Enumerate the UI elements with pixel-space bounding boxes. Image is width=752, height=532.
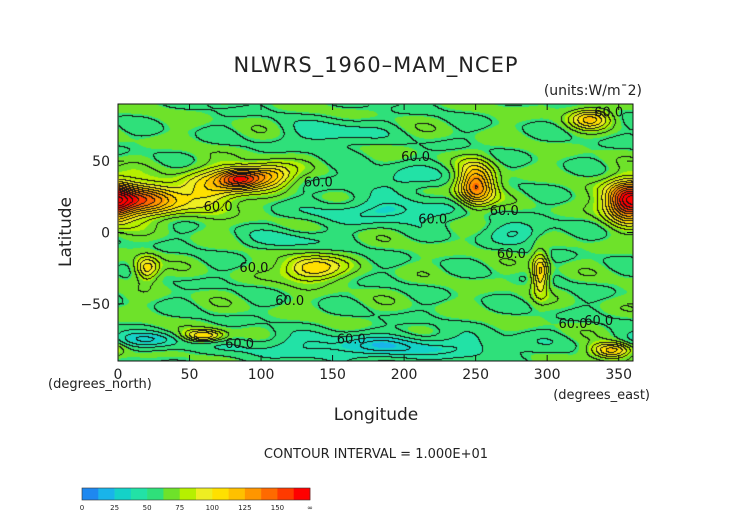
colorbar: 0 25 50 75 100 125 150 ∞ [80,487,313,512]
colorbar-swatch [228,488,246,500]
contour-label: 60.0 [594,106,623,121]
x-tick-label: 100 [248,367,275,383]
colorbar-swatch [98,488,115,500]
colorbar-swatch [82,488,99,500]
colorbar-swatch [212,488,229,500]
colorbar-swatch [293,488,311,500]
contour-interval-text: CONTOUR INTERVAL = 1.000E+01 [264,447,488,462]
contour-label: 60.0 [418,213,447,228]
colorbar-swatch [244,488,262,500]
y-tick-label: 50 [92,154,110,170]
x-tick-label: 350 [605,367,632,383]
colorbar-tick-label: 50 [143,504,152,512]
contour-label: 60.0 [275,294,304,309]
x-tick-label: 150 [319,367,346,383]
contour-label: 60.0 [225,337,254,352]
x-unit-label: (degrees_east) [553,388,650,403]
y-tick-label: 0 [101,226,110,242]
heatmap-field [118,104,633,361]
contour-label: 60.0 [304,176,333,191]
contour-label: 60.0 [584,314,613,329]
x-tick-label: 50 [181,367,199,383]
contour-label: 60.0 [490,204,519,219]
colorbar-tick-label: 150 [271,504,284,512]
contour-label: 60.0 [558,317,587,332]
colorbar-frame [81,487,311,501]
contour-label: 60.0 [401,150,430,165]
x-axis-ticks: 0 50 100 150 200 250 300 350 [114,104,632,383]
colorbar-swatch [114,488,132,500]
x-tick-label: 250 [462,367,489,383]
contour-label: 60.0 [497,247,526,262]
colorbar-swatch [179,488,197,500]
y-axis-label: Latitude [56,197,76,267]
contour-label: 60.0 [337,333,366,348]
colorbar-swatch [277,488,295,500]
colorbar-tick-label: 100 [206,504,219,512]
colorbar-tick-label: 25 [110,504,119,512]
plot-area: 60.060.060.060.060.060.060.060.060.060.0… [117,103,634,362]
colorbar-tick-label: 0 [80,504,84,512]
x-axis-label: Longitude [334,405,419,425]
colorbar-swatch [196,488,213,500]
colorbar-tick-label: 75 [175,504,184,512]
colorbar-swatch [130,488,148,500]
units-label: (units:W/m¯2) [544,83,642,99]
y-unit-label: (degrees_north) [48,377,152,392]
chart-title: NLWRS_1960–MAM_NCEP [233,53,518,78]
colorbar-swatch [163,488,181,500]
contour-labels: 60.060.060.060.060.060.060.060.060.060.0… [204,106,623,352]
y-tick-label: −50 [80,297,110,313]
y-axis-ticks: 50 0 −50 [80,154,633,313]
colorbar-swatch [261,488,278,500]
x-tick-label: 0 [114,367,123,383]
contour-label: 60.0 [204,200,233,215]
colorbar-tick-label: ∞ [307,504,313,512]
contour-label: 60.0 [239,261,268,276]
colorbar-tick-label: 125 [238,504,251,512]
x-tick-label: 300 [534,367,561,383]
x-tick-label: 200 [391,367,418,383]
colorbar-swatch [147,488,164,500]
